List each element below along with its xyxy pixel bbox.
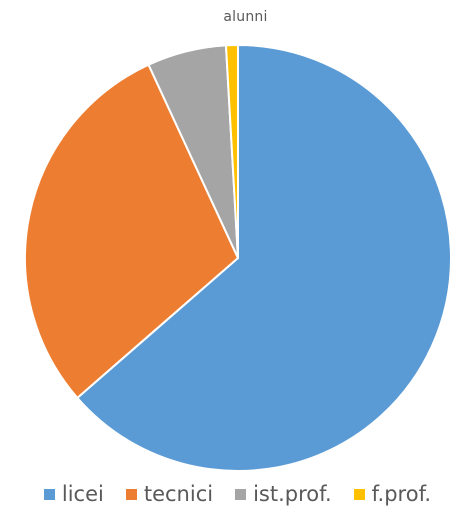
legend-item-licei: licei	[43, 482, 104, 506]
pie-slice-f-prof	[224, 43, 239, 259]
legend-label-f-prof: f.prof.	[371, 482, 432, 506]
pie-slice-licei	[76, 44, 452, 472]
legend-swatch-ist-prof	[235, 488, 247, 500]
legend-item-f-prof: f.prof.	[353, 482, 432, 506]
legend-swatch-licei	[43, 488, 55, 500]
pie-plot-area	[24, 43, 452, 472]
legend-label-tecnici: tecnici	[143, 482, 214, 506]
legend-label-licei: licei	[61, 482, 104, 506]
pie-slice-tecnici	[24, 63, 239, 399]
legend-item-tecnici: tecnici	[125, 482, 214, 506]
legend-item-ist-prof: ist.prof.	[235, 482, 332, 506]
legend-swatch-tecnici	[125, 488, 137, 500]
chart-legend: licei tecnici ist.prof. f.prof.	[0, 482, 475, 506]
legend-swatch-f-prof	[353, 488, 365, 500]
legend-label-ist-prof: ist.prof.	[253, 482, 332, 506]
chart-title: alunni	[223, 9, 268, 25]
